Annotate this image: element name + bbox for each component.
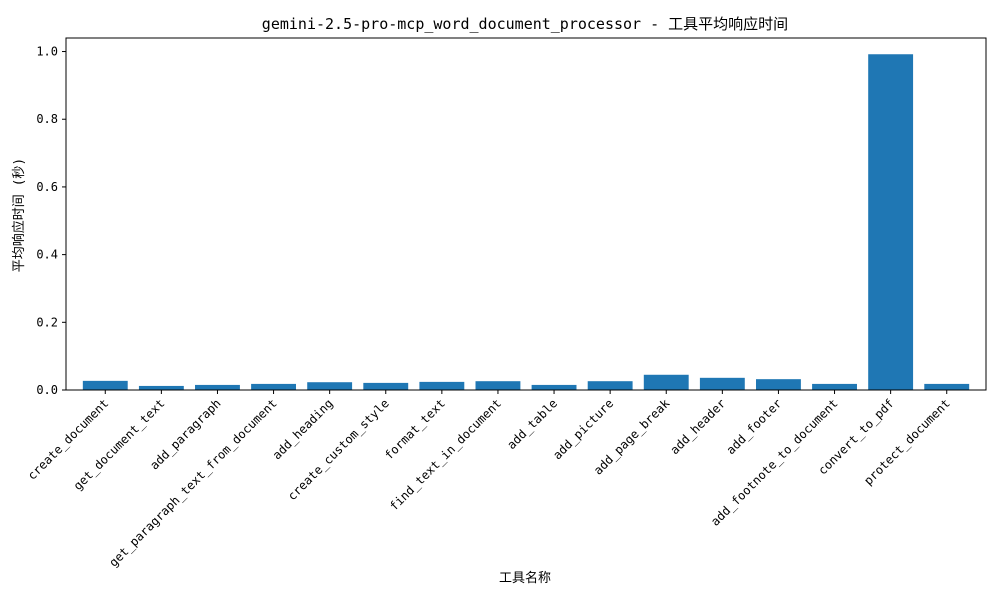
y-tick-label: 0.6: [36, 180, 58, 194]
bar-add-paragraph: [195, 384, 240, 390]
bar-create-custom-style: [363, 382, 409, 390]
bar-find-text-in-document: [475, 381, 521, 390]
x-tick-label: find_text_in_document: [387, 396, 504, 513]
x-tick-label: add_header: [667, 396, 728, 457]
y-tick-label: 0.2: [36, 315, 58, 329]
x-tick-label: add_table: [504, 396, 560, 452]
bar-convert-to-pdf: [868, 54, 914, 390]
bar-format-text: [419, 381, 465, 390]
bar-get-paragraph-text-from-document: [251, 383, 296, 390]
y-tick-label: 0.0: [36, 383, 58, 397]
chart-title: gemini-2.5-pro-mcp_word_document_process…: [262, 15, 788, 33]
bar-protect-document: [924, 383, 970, 390]
plot-frame: [65, 37, 987, 391]
y-tick-label: 0.8: [36, 112, 58, 126]
y-axis-label: 平均响应时间 (秒): [11, 158, 27, 272]
x-tick-label: add_footer: [724, 396, 785, 457]
bar-add-header: [699, 377, 745, 390]
bar-add-footer: [756, 379, 801, 390]
x-axis-label: 工具名称: [499, 570, 551, 586]
bar-add-heading: [307, 382, 353, 390]
plot-area: 0.00.20.40.60.81.0create_documentget_doc…: [25, 37, 987, 570]
x-tick-label: get_document_text: [71, 396, 168, 493]
bar-add-page-break: [643, 374, 689, 390]
bar-create-document: [82, 380, 128, 390]
bar-add-picture: [587, 381, 633, 390]
bar-get-document-text: [138, 385, 184, 390]
bar-add-footnote-to-document: [812, 383, 857, 390]
x-tick-label: create_custom_style: [285, 396, 392, 503]
bar-add-table: [531, 384, 577, 390]
y-tick-label: 0.4: [36, 248, 58, 262]
y-tick-label: 1.0: [36, 45, 58, 59]
